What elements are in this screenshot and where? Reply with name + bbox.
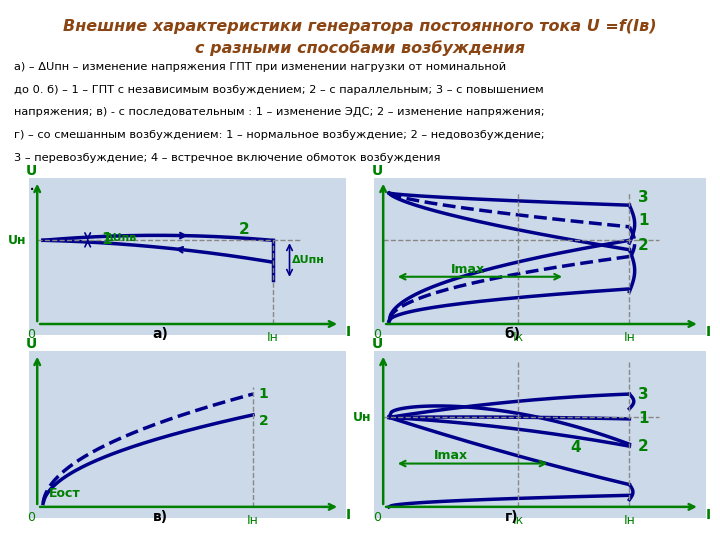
Text: 3: 3: [638, 191, 649, 206]
Text: до 0. б) – 1 – ГПТ с независимым возбуждением; 2 – с параллельным; 3 – с повышен: до 0. б) – 1 – ГПТ с независимым возбужд…: [14, 85, 544, 95]
Text: Еост: Еост: [48, 487, 80, 500]
Text: Iк: Iк: [513, 330, 523, 344]
Text: 1: 1: [638, 213, 649, 228]
Text: 2: 2: [638, 238, 649, 253]
Text: в): в): [153, 510, 168, 524]
Text: 0: 0: [374, 328, 382, 341]
Text: 0: 0: [27, 328, 35, 341]
Text: а) – ΔUпн – изменение напряжения ГПТ при изменении нагрузки от номинальной: а) – ΔUпн – изменение напряжения ГПТ при…: [14, 62, 507, 72]
Text: U: U: [26, 337, 37, 351]
Text: Iн: Iн: [624, 514, 635, 527]
Text: Imax: Imax: [451, 262, 485, 276]
Text: 0: 0: [27, 511, 35, 524]
Text: с разными способами возбуждения: с разными способами возбуждения: [195, 40, 525, 56]
Text: 0: 0: [374, 511, 382, 524]
Text: Uн: Uн: [7, 234, 26, 247]
Text: I: I: [346, 508, 351, 522]
Text: 2: 2: [258, 414, 269, 428]
Text: 4: 4: [571, 440, 582, 455]
Text: I: I: [346, 325, 351, 339]
Text: U: U: [26, 164, 37, 178]
Text: г) – со смешанным возбуждением: 1 – нормальное возбуждение; 2 – недовозбуждение;: г) – со смешанным возбуждением: 1 – норм…: [14, 130, 545, 140]
Text: Iн: Iн: [624, 330, 635, 344]
Text: 2: 2: [638, 438, 649, 454]
Text: Внешние характеристики генератора постоянного тока U =f(Iв): Внешние характеристики генератора постоя…: [63, 19, 657, 34]
Text: Iн: Iн: [267, 330, 279, 344]
Text: Uн: Uн: [353, 411, 372, 424]
Text: 1: 1: [638, 411, 649, 427]
Text: 1: 1: [102, 232, 112, 247]
Text: Imax: Imax: [434, 449, 468, 462]
Text: а): а): [153, 327, 168, 341]
Text: Iк: Iк: [513, 514, 523, 527]
Text: 1: 1: [258, 387, 269, 401]
Text: б): б): [504, 327, 521, 341]
Text: .: .: [29, 176, 35, 194]
Text: U: U: [372, 337, 383, 351]
Text: ΔUпн: ΔUпн: [292, 255, 325, 265]
Text: 3 – перевозбуждение; 4 – встречное включение обмоток возбуждения: 3 – перевозбуждение; 4 – встречное включ…: [14, 153, 441, 163]
Text: 3: 3: [638, 387, 649, 402]
Text: I: I: [706, 325, 711, 339]
Text: г): г): [505, 510, 519, 524]
Text: Iн: Iн: [247, 514, 259, 527]
Text: U: U: [372, 164, 383, 178]
Text: напряжения; в) - с последовательным : 1 – изменение ЭДС; 2 – изменение напряжени: напряжения; в) - с последовательным : 1 …: [14, 107, 545, 118]
Text: ΔUпв: ΔUпв: [104, 233, 137, 244]
Text: I: I: [706, 508, 711, 522]
Text: 2: 2: [239, 222, 250, 237]
